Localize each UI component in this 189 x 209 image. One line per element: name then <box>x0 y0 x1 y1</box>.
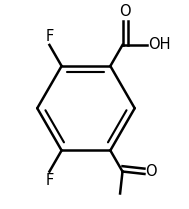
Text: F: F <box>45 29 53 44</box>
Text: O: O <box>145 164 157 179</box>
Text: F: F <box>45 173 53 188</box>
Text: OH: OH <box>148 37 170 52</box>
Text: O: O <box>119 4 131 19</box>
